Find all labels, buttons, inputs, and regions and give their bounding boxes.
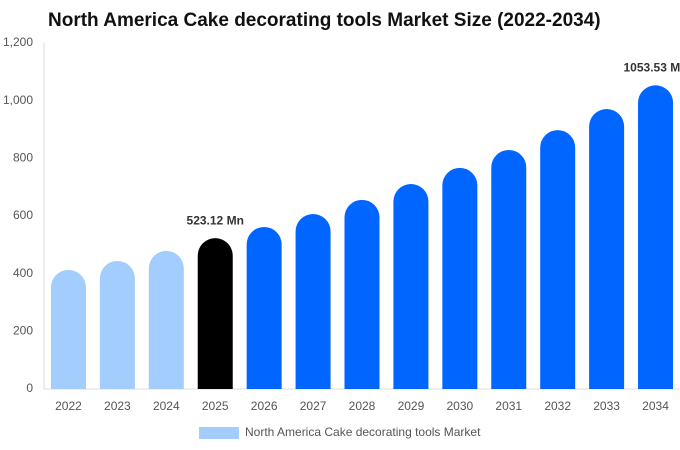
legend-label: North America Cake decorating tools Mark…: [245, 425, 481, 439]
bar: [393, 183, 429, 389]
x-tick-label: 2031: [495, 399, 522, 413]
y-tick-label: 1,200: [3, 35, 33, 49]
y-tick-label: 0: [26, 381, 33, 395]
data-label: 1053.53 Mn: [624, 60, 680, 74]
bar: [50, 269, 86, 389]
x-tick-label: 2025: [202, 399, 229, 413]
x-tick-label: 2022: [55, 399, 82, 413]
y-tick-label: 200: [13, 324, 33, 338]
y-tick-label: 400: [13, 266, 33, 280]
bar: [99, 260, 135, 389]
bar: [148, 250, 184, 389]
x-tick-label: 2027: [300, 399, 327, 413]
bar: [197, 238, 233, 389]
y-tick-label: 800: [13, 151, 33, 165]
chart-title: North America Cake decorating tools Mark…: [48, 10, 601, 31]
bar: [540, 130, 576, 389]
bar: [344, 199, 380, 389]
bar: [491, 149, 527, 389]
bar: [442, 167, 478, 389]
bar: [295, 213, 331, 389]
legend-swatch: [199, 427, 239, 439]
x-tick-label: 2029: [398, 399, 425, 413]
y-tick-label: 1,000: [3, 93, 33, 107]
x-tick-label: 2033: [593, 399, 620, 413]
x-tick-label: 2028: [349, 399, 376, 413]
x-tick-label: 2034: [642, 399, 669, 413]
bar: [589, 109, 625, 390]
x-tick-label: 2032: [544, 399, 571, 413]
data-label: 523.12 Mn: [187, 213, 244, 227]
y-tick-label: 600: [13, 208, 33, 222]
bar: [246, 226, 282, 389]
x-tick-label: 2026: [251, 399, 278, 413]
bar: [638, 85, 674, 390]
x-tick-label: 2030: [446, 399, 473, 413]
x-tick-label: 2024: [153, 399, 180, 413]
x-tick-label: 2023: [104, 399, 131, 413]
